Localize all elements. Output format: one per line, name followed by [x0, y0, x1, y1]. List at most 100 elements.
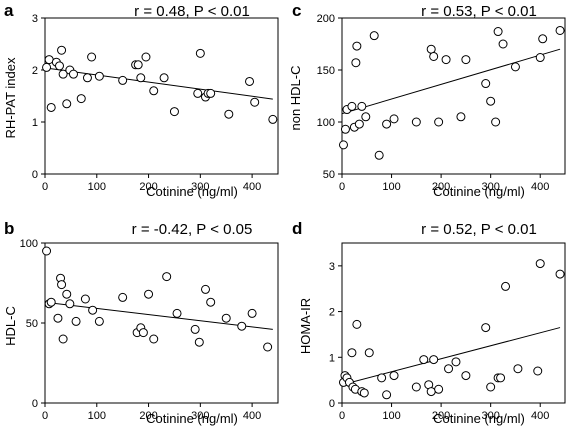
data-point-b — [62, 289, 72, 299]
data-point-a — [159, 73, 169, 83]
data-point-a — [82, 73, 92, 83]
y-tick-label-a: 1 — [32, 117, 38, 129]
x-tick-label-b: 200 — [139, 410, 157, 422]
data-point-b — [237, 321, 247, 331]
data-point-a — [46, 102, 56, 112]
data-point-b — [201, 284, 211, 294]
y-tick-label-d: 1 — [329, 352, 335, 364]
data-point-d — [382, 390, 392, 400]
data-point-d — [426, 387, 436, 397]
data-point-d — [451, 357, 461, 367]
panel-label-a: a — [4, 1, 14, 20]
data-point-d — [347, 348, 357, 358]
data-point-d — [496, 373, 506, 383]
data-point-c — [461, 55, 471, 65]
data-point-d — [461, 371, 471, 381]
data-point-b — [247, 308, 257, 318]
data-point-b — [57, 280, 67, 290]
data-point-c — [411, 117, 421, 127]
data-point-c — [441, 55, 451, 65]
x-tick-label-a: 100 — [88, 181, 106, 193]
data-point-a — [118, 75, 128, 85]
data-point-c — [481, 79, 491, 89]
data-point-b — [80, 294, 90, 304]
data-point-b — [149, 334, 159, 344]
x-tick-label-d: 200 — [432, 410, 450, 422]
data-point-d — [364, 348, 374, 358]
y-tick-label-b: 100 — [20, 238, 38, 250]
data-point-b — [94, 316, 104, 326]
data-point-c — [429, 51, 439, 61]
panel-c: c r = 0.53, P < 0.01 Cotinine (ng/ml) no… — [288, 1, 566, 199]
data-point-d — [419, 355, 429, 365]
x-tick-label-b: 0 — [42, 410, 48, 422]
y-axis-label-c: non HDL-C — [288, 65, 303, 130]
x-tick-label-c: 0 — [339, 181, 345, 193]
data-point-a — [206, 88, 216, 98]
stat-text-c: r = 0.53, P < 0.01 — [421, 3, 537, 20]
regression-line-a — [44, 67, 273, 100]
x-tick-label-a: 400 — [243, 181, 261, 193]
x-tick-label-c: 300 — [481, 181, 499, 193]
x-tick-label-d: 300 — [481, 410, 499, 422]
x-axis-label-d: Cotinine (ng/ml) — [433, 411, 525, 426]
y-tick-label-b: 50 — [26, 318, 38, 330]
data-point-b — [194, 337, 204, 347]
data-point-c — [374, 150, 384, 160]
data-point-c — [351, 58, 361, 68]
data-point-b — [221, 313, 231, 323]
data-point-a — [94, 71, 104, 81]
data-point-d — [352, 319, 362, 329]
data-point-d — [533, 366, 543, 376]
panel-d: d r = 0.52, P < 0.01 Cotinine (ng/ml) HO… — [292, 219, 566, 426]
x-tick-label-c: 200 — [432, 181, 450, 193]
data-point-b — [190, 324, 200, 334]
data-point-b — [118, 292, 128, 302]
data-point-b — [42, 246, 52, 256]
data-point-d — [481, 323, 491, 333]
y-tick-label-b: 0 — [32, 398, 38, 410]
data-point-a — [245, 76, 255, 86]
data-point-d — [429, 355, 439, 365]
panel-label-b: b — [4, 219, 14, 238]
plot-frame-a — [44, 17, 279, 175]
data-point-a — [68, 69, 78, 79]
y-tick-label-c: 150 — [317, 65, 335, 77]
data-point-b — [206, 297, 216, 307]
regression-line-b — [44, 301, 273, 330]
data-point-c — [493, 27, 503, 37]
x-tick-label-a: 200 — [139, 181, 157, 193]
data-point-c — [389, 114, 399, 124]
data-point-b — [162, 272, 172, 282]
x-axis-label-c: Cotinine (ng/ml) — [433, 184, 525, 199]
panel-b: b r = -0.42, P < 0.05 Cotinine (ng/ml) H… — [3, 219, 279, 426]
data-point-c — [357, 101, 367, 111]
data-point-d — [434, 384, 444, 394]
data-point-a — [58, 69, 68, 79]
data-point-a — [62, 99, 72, 109]
x-tick-label-b: 100 — [88, 410, 106, 422]
data-point-d — [389, 371, 399, 381]
stat-text-b: r = -0.42, P < 0.05 — [132, 221, 253, 238]
data-point-c — [369, 31, 379, 41]
data-point-a — [76, 94, 86, 104]
y-tick-label-d: 0 — [329, 398, 335, 410]
data-point-c — [338, 140, 348, 150]
data-point-b — [65, 299, 75, 309]
y-tick-label-a: 0 — [32, 169, 38, 181]
data-point-a — [149, 86, 159, 96]
panel-label-d: d — [292, 219, 302, 238]
regression-line-c — [341, 48, 561, 115]
x-axis-label-b: Cotinine (ng/ml) — [146, 411, 238, 426]
data-point-a — [195, 48, 205, 58]
data-point-a — [57, 45, 67, 55]
data-point-a — [136, 73, 146, 83]
data-point-a — [54, 61, 64, 71]
data-point-b — [88, 305, 98, 315]
data-point-c — [352, 41, 362, 51]
data-point-c — [535, 53, 545, 63]
regression-line-d — [341, 327, 561, 386]
data-point-b — [172, 308, 182, 318]
data-point-a — [133, 60, 143, 70]
